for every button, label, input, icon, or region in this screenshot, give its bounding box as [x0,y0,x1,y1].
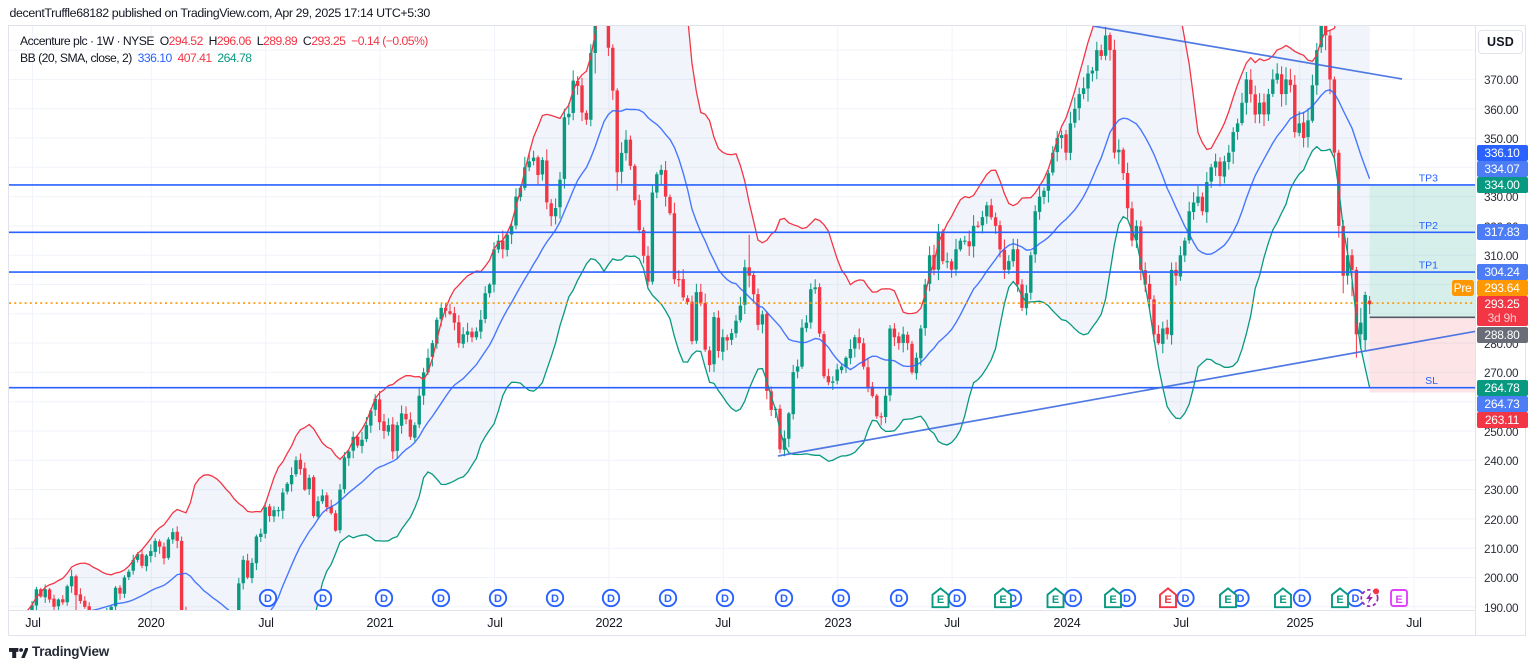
svg-text:TP1: TP1 [1419,260,1438,272]
svg-text:E: E [1164,594,1171,606]
svg-text:D: D [664,593,672,605]
svg-text:D: D [895,593,903,605]
svg-text:D: D [1123,593,1131,605]
svg-text:D: D [380,593,388,605]
svg-text:TP3: TP3 [1419,172,1438,184]
svg-text:E: E [1052,594,1059,606]
svg-text:E: E [1224,594,1231,606]
svg-text:D: D [1009,593,1017,605]
svg-text:E: E [1395,594,1402,606]
svg-text:D: D [264,593,272,605]
svg-text:D: D [319,593,327,605]
svg-text:D: D [551,593,559,605]
svg-text:D: D [1298,593,1306,605]
svg-text:E: E [1279,594,1286,606]
svg-text:E: E [1109,594,1116,606]
svg-text:TP2: TP2 [1419,220,1438,232]
svg-text:D: D [437,593,445,605]
svg-text:D: D [494,593,502,605]
svg-text:D: D [1182,593,1190,605]
svg-text:D: D [1237,593,1245,605]
svg-text:D: D [607,593,615,605]
svg-text:D: D [1069,593,1077,605]
svg-text:D: D [721,593,729,605]
svg-text:D: D [1352,593,1360,605]
svg-text:E: E [1336,594,1343,606]
svg-text:D: D [953,593,961,605]
svg-text:E: E [999,594,1006,606]
svg-text:D: D [780,593,788,605]
svg-text:SL: SL [1425,375,1438,387]
svg-text:D: D [837,593,845,605]
svg-text:E: E [937,594,944,606]
